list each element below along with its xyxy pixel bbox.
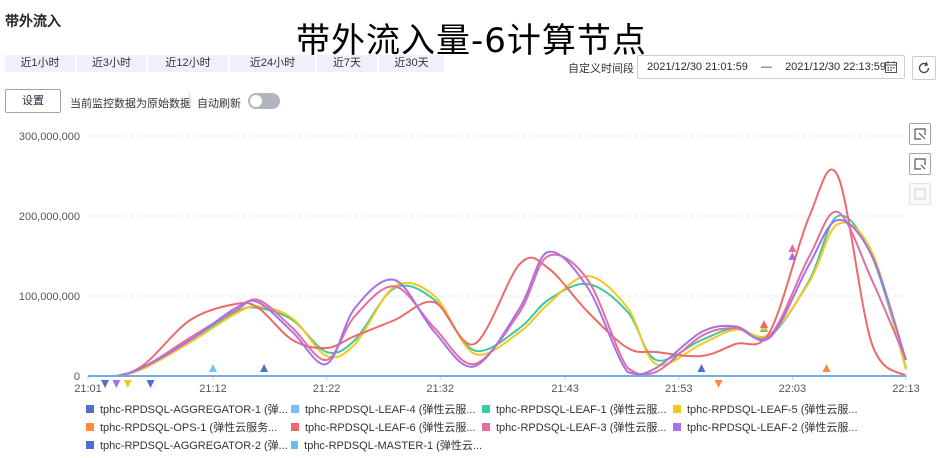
legend-label: tphc-RPDSQL-LEAF-3 (弹性云服...	[496, 422, 667, 434]
zoom-disabled-icon	[914, 188, 926, 200]
date-range-picker[interactable]: 2021/12/30 21:01:59 — 2021/12/30 22:13:5…	[637, 55, 905, 79]
x-axis: 21:01 21:12 21:22 21:32 21:43 21:53 22:03 22:13	[74, 375, 920, 395]
legend-swatch	[291, 405, 299, 413]
legend-item[interactable]: tphc-RPDSQL-OPS-1 (弹性云服务...	[86, 419, 291, 435]
legend-label: tphc-RPDSQL-LEAF-5 (弹性云服...	[687, 404, 858, 416]
legend-label: tphc-RPDSQL-MASTER-1 (弹性云...	[304, 440, 482, 452]
y-tick-label: 300,000,000	[19, 131, 80, 143]
y-axis: 0 100,000,000 200,000,000 300,000,000	[19, 131, 80, 383]
auto-refresh-toggle[interactable]	[248, 93, 280, 109]
legend-item[interactable]: tphc-RPDSQL-LEAF-1 (弹性云服...	[482, 401, 673, 417]
series-line	[87, 221, 907, 377]
raw-data-note: 当前监控数据为原始数据	[70, 98, 191, 110]
series-marker	[101, 380, 110, 388]
line-chart: 0 100,000,000 200,000,000 300,000,000 21:01…	[19, 131, 920, 395]
series-line	[87, 168, 907, 377]
series-marker	[260, 364, 269, 372]
x-tick-label: 21:43	[551, 383, 579, 395]
tab-7d[interactable]: 近7天	[317, 55, 377, 72]
legend-swatch	[86, 441, 94, 449]
range-separator: —	[761, 61, 772, 73]
legend-label: tphc-RPDSQL-AGGREGATOR-2 (弹...	[100, 440, 288, 452]
range-start: 2021/12/30 21:01:59	[647, 61, 748, 73]
chart-markers	[101, 244, 831, 388]
series-line	[87, 218, 907, 377]
y-tick-label: 200,000,000	[19, 211, 80, 223]
tab-24h[interactable]: 近24小时	[230, 55, 315, 72]
legend-swatch	[291, 441, 299, 449]
legend-swatch	[291, 423, 299, 431]
auto-refresh-label: 自动刷新	[197, 98, 241, 110]
tab-3h[interactable]: 近3小时	[77, 55, 146, 72]
legend-label: tphc-RPDSQL-LEAF-4 (弹性云服...	[305, 404, 476, 416]
series-marker	[822, 364, 831, 372]
refresh-icon	[918, 61, 930, 74]
series-marker	[146, 380, 155, 388]
x-tick-label: 21:32	[426, 383, 454, 395]
zoom-reset-icon	[914, 158, 926, 170]
legend-label: tphc-RPDSQL-OPS-1 (弹性云服务...	[100, 422, 278, 434]
series-marker	[112, 380, 121, 388]
legend-label: tphc-RPDSQL-LEAF-6 (弹性云服...	[305, 422, 476, 434]
zoom-in-button[interactable]	[909, 123, 931, 145]
x-tick-label: 22:13	[892, 383, 920, 395]
legend-swatch	[86, 423, 94, 431]
tab-12h[interactable]: 近12小时	[148, 55, 228, 72]
legend-item[interactable]: tphc-RPDSQL-LEAF-6 (弹性云服...	[291, 419, 482, 435]
series-marker	[759, 320, 768, 328]
zoom-disabled-button	[909, 183, 931, 205]
zoom-reset-button[interactable]	[909, 153, 931, 175]
chart-series	[87, 168, 907, 377]
y-tick-label: 0	[74, 371, 80, 383]
chart-legend: tphc-RPDSQL-AGGREGATOR-1 (弹... tphc-RPDS…	[86, 400, 886, 454]
chart-grid	[88, 135, 906, 297]
series-marker	[788, 252, 797, 260]
series-marker	[714, 380, 723, 388]
x-tick-label: 21:01	[74, 383, 102, 395]
series-marker	[788, 244, 797, 252]
x-tick-label: 21:22	[313, 383, 341, 395]
tab-30d[interactable]: 近30天	[379, 55, 444, 72]
toggle-knob	[250, 95, 262, 107]
legend-swatch	[86, 405, 94, 413]
chart-big-title: 带外流入量-6计算节点	[296, 21, 647, 61]
toolbar-divider	[189, 94, 190, 107]
x-tick-label: 22:03	[779, 383, 807, 395]
panel-title: 带外流入	[5, 13, 61, 29]
legend-item[interactable]: tphc-RPDSQL-LEAF-4 (弹性云服...	[291, 401, 482, 417]
legend-swatch	[482, 423, 490, 431]
series-line	[87, 210, 907, 377]
legend-item[interactable]: tphc-RPDSQL-AGGREGATOR-2 (弹...	[86, 437, 291, 453]
time-range-tabs: 近1小时 近3小时 近12小时 近24小时 近7天 近30天	[5, 55, 444, 72]
legend-label: tphc-RPDSQL-AGGREGATOR-1 (弹...	[100, 404, 288, 416]
legend-label: tphc-RPDSQL-LEAF-1 (弹性云服...	[496, 404, 667, 416]
series-marker	[208, 364, 217, 372]
refresh-button[interactable]	[912, 56, 936, 80]
y-tick-label: 100,000,000	[19, 291, 80, 303]
zoom-in-icon	[914, 128, 926, 140]
legend-item[interactable]: tphc-RPDSQL-LEAF-3 (弹性云服...	[482, 419, 673, 435]
custom-range-label: 自定义时间段	[568, 63, 634, 75]
legend-swatch	[482, 405, 490, 413]
series-marker	[697, 364, 706, 372]
legend-item[interactable]: tphc-RPDSQL-LEAF-2 (弹性云服...	[673, 419, 863, 435]
legend-item[interactable]: tphc-RPDSQL-AGGREGATOR-1 (弹...	[86, 401, 291, 417]
settings-button[interactable]: 设置	[5, 89, 61, 113]
legend-item[interactable]: tphc-RPDSQL-MASTER-1 (弹性云...	[291, 437, 482, 453]
tab-1h[interactable]: 近1小时	[5, 55, 75, 72]
legend-label: tphc-RPDSQL-LEAF-2 (弹性云服...	[687, 422, 858, 434]
x-tick-label: 21:12	[199, 383, 227, 395]
series-marker	[123, 380, 132, 388]
range-end: 2021/12/30 22:13:59	[785, 61, 886, 73]
legend-swatch	[673, 423, 681, 431]
legend-swatch	[673, 405, 681, 413]
calendar-icon[interactable]	[885, 61, 897, 73]
legend-item[interactable]: tphc-RPDSQL-LEAF-5 (弹性云服...	[673, 401, 863, 417]
x-tick-label: 21:53	[665, 383, 693, 395]
